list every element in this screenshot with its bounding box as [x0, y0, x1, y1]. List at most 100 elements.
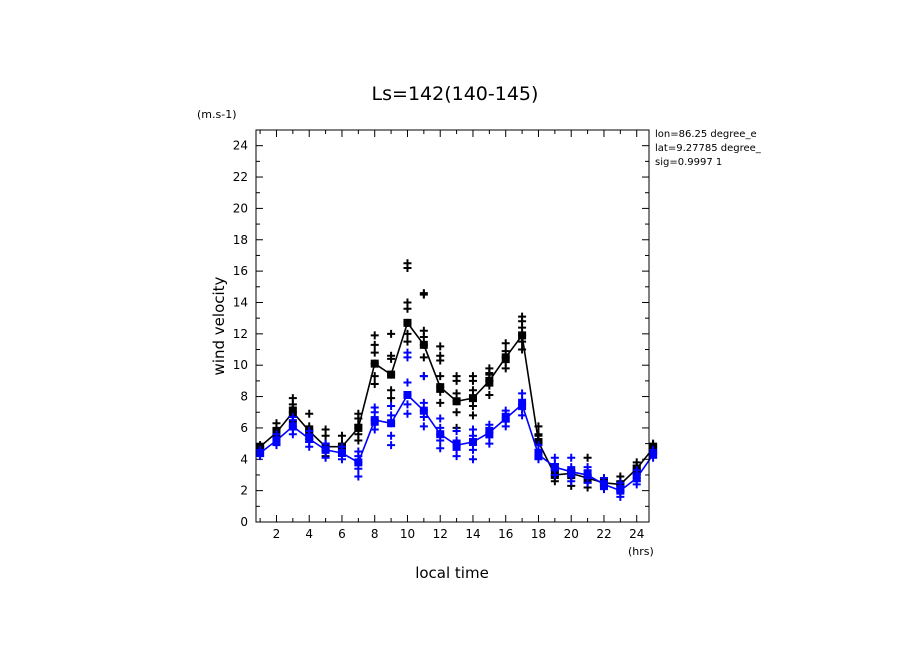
scatter-point	[485, 369, 494, 378]
y-tick-label: 0	[240, 515, 248, 529]
x-tick-label: 22	[596, 527, 611, 541]
mean-point	[501, 414, 510, 423]
x-tick-label: 14	[465, 527, 480, 541]
y-tick-label: 4	[240, 452, 248, 466]
scatter-point	[403, 348, 412, 357]
scatter-point	[387, 401, 396, 410]
y-tick-label: 6	[240, 421, 248, 435]
mean-point	[288, 408, 297, 417]
mean-point	[534, 450, 543, 459]
scatter-point	[370, 380, 379, 389]
x-tick-label: 20	[564, 527, 579, 541]
x-tick-label: 8	[371, 527, 379, 541]
y-tick-label: 10	[233, 358, 248, 372]
scatter-point	[321, 425, 330, 434]
scatter-point	[403, 400, 412, 409]
scatter-point	[370, 340, 379, 349]
scatter-point	[419, 289, 428, 298]
scatter-point	[468, 372, 477, 381]
mean-point	[452, 441, 461, 450]
x-axis-title: local time	[415, 564, 489, 582]
y-unit-label: (m.s-1)	[197, 108, 237, 121]
scatter-point	[305, 427, 314, 436]
info-lat: lat=9.27785 degree_	[655, 143, 762, 154]
scatter-point	[550, 453, 559, 462]
mean-point	[337, 449, 346, 458]
info-lon: lon=86.25 degree_e	[655, 129, 757, 140]
scatter-point	[403, 409, 412, 418]
y-tick-label: 20	[233, 201, 248, 215]
scatter-point	[485, 420, 494, 429]
y-tick-label: 24	[233, 139, 248, 153]
scatter-point	[419, 372, 428, 381]
mean-point	[583, 470, 592, 479]
mean-point	[403, 318, 412, 327]
mean-point	[501, 353, 510, 362]
mean-point	[518, 400, 527, 409]
x-tick-label: 24	[629, 527, 644, 541]
mean-point	[632, 474, 641, 483]
scatter-point	[354, 472, 363, 481]
y-tick-label: 22	[233, 170, 248, 184]
scatter-point	[305, 409, 314, 418]
mean-point	[370, 416, 379, 425]
scatter-point	[452, 427, 461, 436]
scatter-point	[288, 412, 297, 421]
mean-point	[370, 359, 379, 368]
scatter-point	[436, 351, 445, 360]
scatter-point	[452, 372, 461, 381]
scatter-point	[501, 339, 510, 348]
scatter-point	[501, 406, 510, 415]
mean-point	[387, 419, 396, 428]
scatter-point	[387, 351, 396, 360]
scatter-point	[452, 389, 461, 398]
scatter-point	[354, 409, 363, 418]
scatter-point	[387, 394, 396, 403]
scatter-point	[403, 259, 412, 268]
scatter-point	[387, 431, 396, 440]
y-axis-title: wind velocity	[210, 276, 228, 375]
mean-point	[419, 406, 428, 415]
mean-point	[419, 340, 428, 349]
x-tick-label: 18	[531, 527, 546, 541]
scatter-point	[419, 398, 428, 407]
scatter-point	[419, 326, 428, 335]
scatter-point	[403, 298, 412, 307]
scatter-point	[370, 348, 379, 357]
mean-point	[452, 397, 461, 406]
scatter-point	[288, 400, 297, 409]
scatter-point	[354, 447, 363, 456]
scatter-point	[403, 378, 412, 387]
scatter-point	[468, 401, 477, 410]
scatter-point	[387, 386, 396, 395]
scatter-point	[632, 466, 641, 475]
mean-point	[518, 331, 527, 340]
scatter-point	[616, 478, 625, 487]
y-tick-label: 2	[240, 484, 248, 498]
mean-point	[567, 467, 576, 476]
info-box: lon=86.25 degree_e lat=9.27785 degree_ s…	[655, 129, 762, 168]
x-tick-label: 4	[305, 527, 313, 541]
scatter-point	[387, 329, 396, 338]
mean-point	[649, 450, 658, 459]
mean-point	[485, 428, 494, 437]
scatter-point	[518, 389, 527, 398]
mean-point	[354, 423, 363, 432]
mean-point	[256, 449, 265, 458]
mean-point	[550, 463, 559, 472]
mean-point	[387, 370, 396, 379]
x-tick-label: 16	[498, 527, 513, 541]
series-blue	[256, 348, 658, 501]
scatter-point	[583, 453, 592, 462]
scatter-point	[468, 386, 477, 395]
plot-marks	[256, 259, 658, 501]
scatter-point	[436, 444, 445, 453]
scatter-point	[387, 411, 396, 420]
scatter-point	[452, 408, 461, 417]
x-tick-label: 2	[273, 527, 281, 541]
scatter-point	[403, 337, 412, 346]
scatter-point	[468, 411, 477, 420]
mean-point	[305, 434, 314, 443]
scatter-point	[370, 403, 379, 412]
y-tick-label: 16	[233, 264, 248, 278]
